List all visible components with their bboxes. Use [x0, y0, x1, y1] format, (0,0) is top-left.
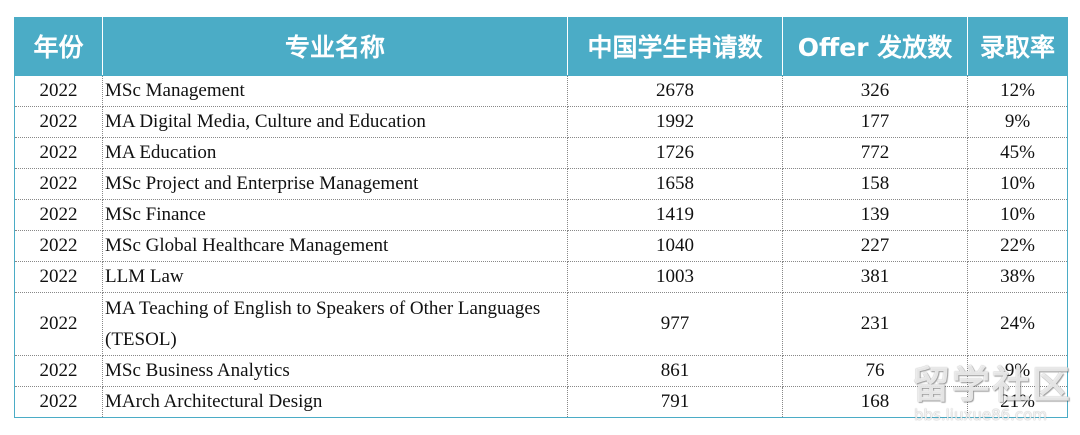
cell-major: MSc Management	[102, 75, 568, 107]
cell-year: 2022	[14, 106, 103, 138]
cell-applications: 861	[567, 355, 783, 387]
cell-rate: 10%	[967, 168, 1068, 200]
table-row: 2022 MSc Management 2678 326 12%	[14, 75, 1068, 107]
cell-year: 2022	[14, 75, 103, 107]
cell-applications: 1040	[567, 230, 783, 262]
cell-applications: 2678	[567, 75, 783, 107]
cell-applications: 1726	[567, 137, 783, 169]
header-applications: 中国学生申请数	[567, 17, 783, 76]
cell-offers: 326	[782, 75, 968, 107]
cell-major: LLM Law	[102, 261, 568, 293]
table-row: 2022 MSc Project and Enterprise Manageme…	[14, 168, 1068, 200]
table-row: 2022 MSc Business Analytics 861 76 9%	[14, 355, 1068, 387]
cell-year: 2022	[14, 261, 103, 293]
table-row: 2022 MA Education 1726 772 45%	[14, 137, 1068, 169]
cell-year: 2022	[14, 168, 103, 200]
cell-rate: 10%	[967, 199, 1068, 231]
cell-offers: 76	[782, 355, 968, 387]
cell-rate: 12%	[967, 75, 1068, 107]
cell-rate: 9%	[967, 355, 1068, 387]
cell-applications: 1658	[567, 168, 783, 200]
cell-major: MSc Business Analytics	[102, 355, 568, 387]
cell-year: 2022	[14, 386, 103, 418]
header-year: 年份	[14, 17, 103, 76]
cell-applications: 977	[567, 292, 783, 356]
cell-offers: 231	[782, 292, 968, 356]
cell-major: MSc Finance	[102, 199, 568, 231]
table-body: 2022 MSc Management 2678 326 12% 2022 MA…	[14, 75, 1068, 418]
header-offers: Offer 发放数	[782, 17, 968, 76]
cell-offers: 158	[782, 168, 968, 200]
admissions-table-container: 年份 专业名称 中国学生申请数 Offer 发放数 录取率 2022 MSc M…	[14, 17, 1068, 418]
cell-major: MArch Architectural Design	[102, 386, 568, 418]
table-row: 2022 MSc Finance 1419 139 10%	[14, 199, 1068, 231]
cell-offers: 772	[782, 137, 968, 169]
table-row: 2022 MA Digital Media, Culture and Educa…	[14, 106, 1068, 138]
cell-major: MSc Global Healthcare Management	[102, 230, 568, 262]
admissions-table: 年份 专业名称 中国学生申请数 Offer 发放数 录取率 2022 MSc M…	[14, 17, 1068, 418]
cell-offers: 227	[782, 230, 968, 262]
cell-applications: 1003	[567, 261, 783, 293]
cell-major: MA Digital Media, Culture and Education	[102, 106, 568, 138]
table-row: 2022 LLM Law 1003 381 38%	[14, 261, 1068, 293]
header-rate: 录取率	[967, 17, 1068, 76]
cell-offers: 381	[782, 261, 968, 293]
cell-year: 2022	[14, 230, 103, 262]
table-row: 2022 MArch Architectural Design 791 168 …	[14, 386, 1068, 418]
cell-rate: 38%	[967, 261, 1068, 293]
cell-offers: 177	[782, 106, 968, 138]
cell-major: MSc Project and Enterprise Management	[102, 168, 568, 200]
cell-applications: 791	[567, 386, 783, 418]
cell-year: 2022	[14, 355, 103, 387]
cell-rate: 9%	[967, 106, 1068, 138]
cell-offers: 139	[782, 199, 968, 231]
table-row: 2022 MA Teaching of English to Speakers …	[14, 292, 1068, 356]
cell-major: MA Teaching of English to Speakers of Ot…	[102, 292, 568, 356]
cell-applications: 1992	[567, 106, 783, 138]
cell-rate: 24%	[967, 292, 1068, 356]
cell-offers: 168	[782, 386, 968, 418]
cell-rate: 21%	[967, 386, 1068, 418]
header-row: 年份 专业名称 中国学生申请数 Offer 发放数 录取率	[14, 17, 1068, 76]
cell-year: 2022	[14, 199, 103, 231]
cell-year: 2022	[14, 137, 103, 169]
cell-year: 2022	[14, 292, 103, 356]
cell-applications: 1419	[567, 199, 783, 231]
table-header: 年份 专业名称 中国学生申请数 Offer 发放数 录取率	[14, 17, 1068, 76]
cell-major: MA Education	[102, 137, 568, 169]
table-row: 2022 MSc Global Healthcare Management 10…	[14, 230, 1068, 262]
header-major: 专业名称	[102, 17, 568, 76]
cell-rate: 45%	[967, 137, 1068, 169]
cell-rate: 22%	[967, 230, 1068, 262]
